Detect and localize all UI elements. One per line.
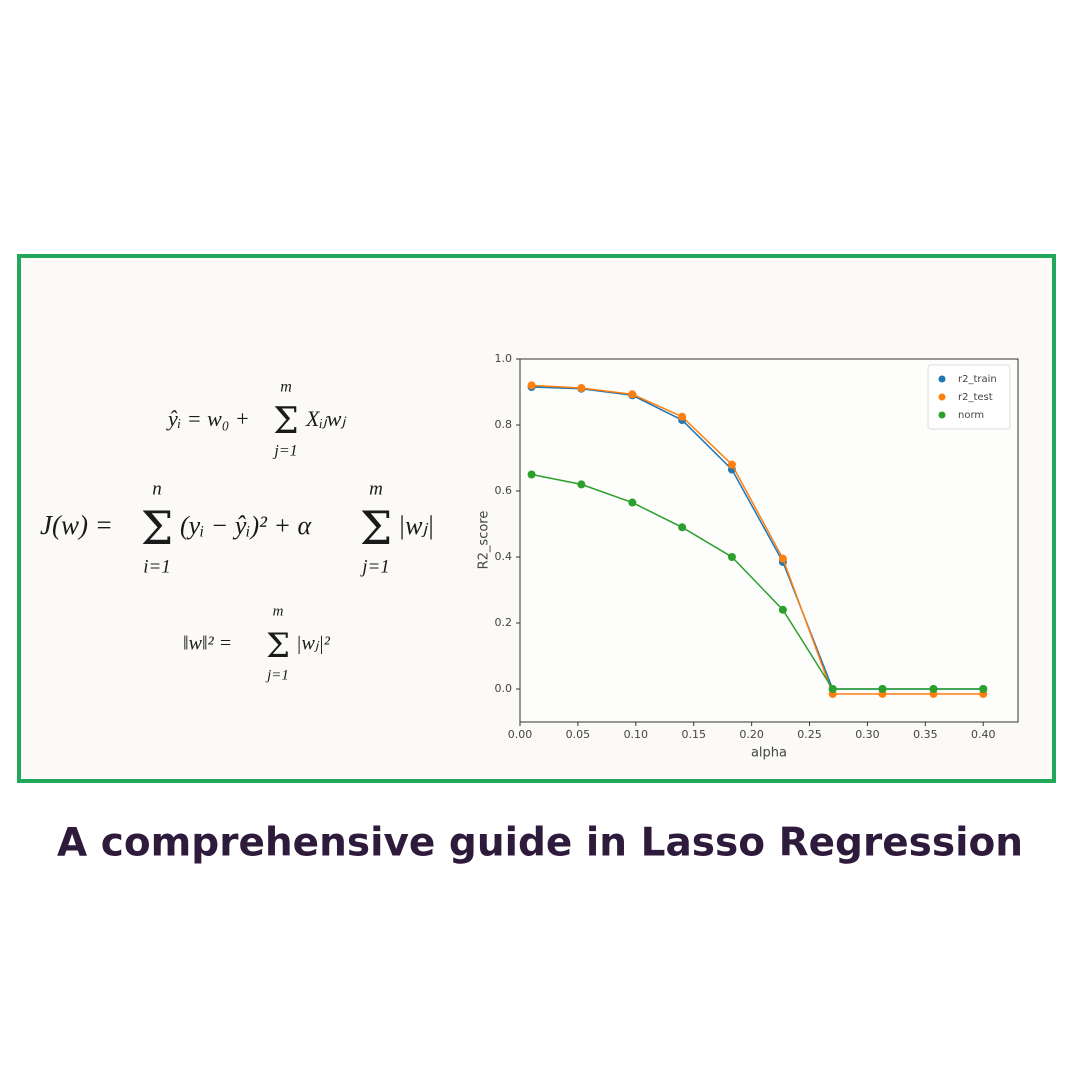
- sum-upper: m: [273, 603, 284, 619]
- y-tick-label: 0.0: [495, 682, 513, 695]
- sum-sign: Σ: [360, 501, 393, 555]
- data-point: [527, 381, 536, 390]
- y-tick-label: 0.2: [495, 616, 513, 629]
- x-tick-label: 0.30: [855, 728, 880, 741]
- formula-text: ŷᵢ = w₀ +: [166, 406, 250, 431]
- sum-sign: Σ: [266, 626, 290, 666]
- data-point: [828, 685, 837, 693]
- data-point: [929, 685, 938, 693]
- sum-upper: m: [369, 478, 383, 499]
- data-point: [727, 553, 736, 561]
- x-axis-label: alpha: [751, 746, 787, 761]
- x-tick-label: 0.20: [739, 728, 764, 741]
- chart: alpha R2_score 0.0 0.2 0.4 0.6 0.8 1.0 0.00 0.0…: [477, 352, 1019, 761]
- data-point: [628, 498, 637, 507]
- legend-marker: [938, 411, 946, 419]
- data-point: [527, 470, 536, 479]
- data-point: [577, 384, 586, 393]
- legend-box: [927, 364, 1011, 430]
- data-point: [778, 554, 787, 563]
- y-tick-label: 0.6: [495, 484, 513, 497]
- legend-label: norm: [958, 410, 984, 421]
- sum-lower: j=1: [265, 667, 289, 683]
- series-line: [531, 473, 984, 690]
- series-line: [531, 384, 984, 695]
- x-tick-label: 0.10: [624, 728, 649, 741]
- sum-lower: i=1: [143, 556, 171, 577]
- y-tick-label: 0.4: [495, 550, 513, 563]
- x-tick-label: 0.00: [508, 728, 533, 741]
- y-tick-label: 1.0: [495, 352, 513, 365]
- data-point: [778, 605, 787, 614]
- data-point: [678, 412, 687, 421]
- x-tick-label: 0.15: [681, 728, 706, 741]
- formula-text: Xᵢⱼwⱼ: [305, 406, 346, 431]
- formula-text: J(w) =: [40, 510, 113, 540]
- sum-lower: j=1: [272, 443, 297, 460]
- sum-upper: n: [152, 478, 162, 499]
- data-point: [727, 460, 736, 469]
- x-tick-label: 0.40: [971, 728, 996, 741]
- formula-text: ‖w‖² =: [183, 633, 232, 655]
- formula-text: |wⱼ|: [398, 511, 434, 540]
- data-point: [628, 390, 637, 399]
- x-tick-label: 0.35: [913, 728, 938, 741]
- sum-upper: m: [280, 379, 292, 396]
- data-point: [678, 523, 687, 532]
- formula-text: |wⱼ|²: [296, 633, 331, 655]
- x-tick-label: 0.25: [797, 728, 822, 741]
- legend-label: r2_train: [958, 374, 997, 385]
- legend-marker: [938, 393, 946, 401]
- formula: ŷᵢ = w₀ + Σ m j=1 Xᵢⱼwⱼ: [166, 379, 346, 460]
- sum-lower: j=1: [359, 556, 390, 577]
- y-axis-label: R2_score: [477, 511, 492, 570]
- caption: A comprehensive guide in Lasso Regressio…: [57, 821, 1023, 866]
- formula-text: (yᵢ − ŷᵢ)² + α: [180, 511, 313, 540]
- y-tick-label: 0.8: [495, 418, 513, 431]
- data-point: [577, 480, 586, 489]
- formula: ‖w‖² = Σ m j=1 |wⱼ|²: [183, 603, 331, 683]
- sum-sign: Σ: [273, 401, 298, 442]
- sum-sign: Σ: [141, 501, 174, 555]
- legend-marker: [938, 375, 946, 383]
- x-tick-label: 0.05: [566, 728, 591, 741]
- formula: J(w) = Σ n i=1 (yᵢ − ŷᵢ)² + α Σ m j=1 |w…: [40, 478, 434, 577]
- legend-label: r2_test: [958, 392, 993, 403]
- data-point: [979, 685, 988, 693]
- data-point: [878, 685, 887, 693]
